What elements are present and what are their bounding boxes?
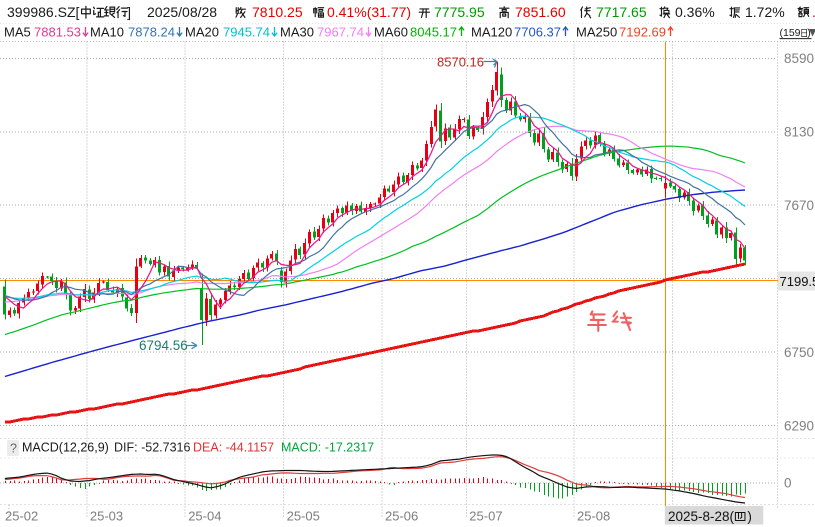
- svg-text:25-08: 25-08: [577, 509, 610, 524]
- svg-text:25-05: 25-05: [287, 509, 320, 524]
- svg-text:0.41%(31.77): 0.41%(31.77): [327, 4, 411, 20]
- svg-text:?: ?: [10, 442, 17, 456]
- svg-text:DIF: -52.7316: DIF: -52.7316: [114, 441, 190, 455]
- svg-text:7967.74: 7967.74: [317, 25, 364, 40]
- svg-text:7881.53: 7881.53: [34, 25, 81, 40]
- svg-text:399986.SZ[: 399986.SZ[: [7, 4, 79, 20]
- svg-text:]: ]: [127, 4, 131, 20]
- svg-text:25-03: 25-03: [90, 509, 123, 524]
- svg-text:25-02: 25-02: [5, 509, 38, 524]
- svg-text:0.36%: 0.36%: [675, 4, 715, 20]
- svg-text:MA20: MA20: [185, 25, 219, 40]
- svg-text:6794.56: 6794.56: [139, 338, 188, 353]
- svg-text:25-06: 25-06: [385, 509, 418, 524]
- svg-text:MACD: -17.2317: MACD: -17.2317: [281, 441, 374, 455]
- svg-text:25-07: 25-07: [469, 509, 502, 524]
- svg-text:7775.95: 7775.95: [434, 4, 485, 20]
- svg-text:): ): [807, 27, 811, 39]
- svg-text:7192.69: 7192.69: [619, 25, 666, 40]
- svg-text:8570.16: 8570.16: [437, 55, 484, 70]
- svg-text:7878.24: 7878.24: [128, 25, 175, 40]
- svg-text:MA250: MA250: [576, 25, 617, 40]
- svg-text:8045.17: 8045.17: [410, 25, 457, 40]
- svg-text:7717.65: 7717.65: [596, 4, 647, 20]
- svg-text:MA10: MA10: [90, 25, 124, 40]
- svg-text:2025/08/28: 2025/08/28: [147, 4, 217, 20]
- svg-text:7810.25: 7810.25: [252, 4, 303, 20]
- svg-text:...: ...: [812, 4, 815, 20]
- svg-text:7199.5: 7199.5: [780, 274, 815, 289]
- svg-text:6750: 6750: [784, 345, 814, 360]
- svg-text:1.72%: 1.72%: [745, 4, 785, 20]
- svg-text:MA30: MA30: [280, 25, 314, 40]
- svg-text:8590: 8590: [784, 51, 814, 66]
- svg-text:25-04: 25-04: [188, 509, 221, 524]
- svg-text:MACD(12,26,9): MACD(12,26,9): [22, 441, 109, 455]
- svg-text:MA5: MA5: [4, 25, 31, 40]
- svg-text:7851.60: 7851.60: [515, 4, 566, 20]
- svg-text:0: 0: [784, 476, 792, 491]
- svg-text:MA120: MA120: [471, 25, 512, 40]
- svg-text:MA60: MA60: [374, 25, 408, 40]
- svg-text:7670: 7670: [784, 198, 814, 213]
- svg-text:7706.37: 7706.37: [514, 25, 561, 40]
- svg-text:6290: 6290: [784, 418, 814, 433]
- svg-text:DEA: -44.1157: DEA: -44.1157: [193, 441, 274, 455]
- svg-text:7945.74: 7945.74: [223, 25, 270, 40]
- svg-text:(159: (159: [780, 27, 801, 39]
- svg-text:): ): [747, 509, 752, 524]
- svg-text:8130: 8130: [784, 124, 814, 139]
- svg-text:2025-8-28(: 2025-8-28(: [668, 509, 735, 524]
